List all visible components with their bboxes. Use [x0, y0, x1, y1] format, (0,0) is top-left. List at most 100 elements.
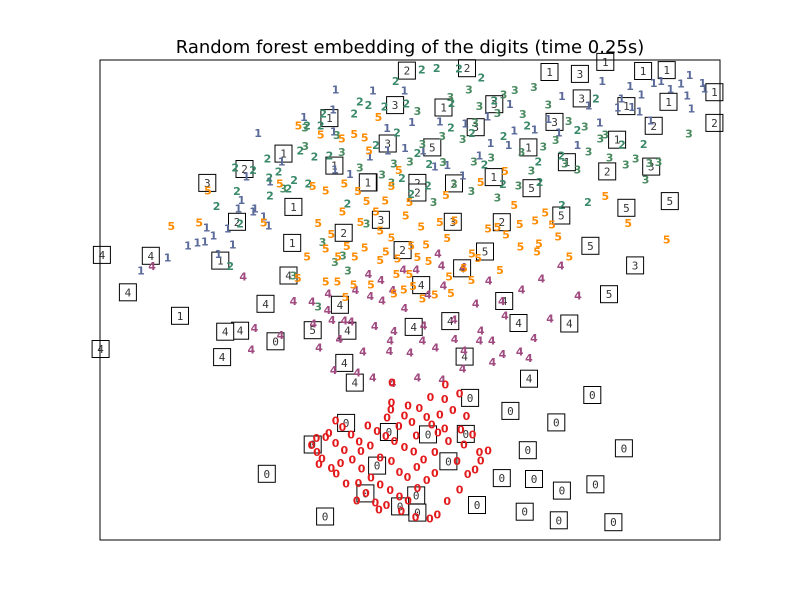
digit-thumbnail-glyph: 4	[341, 357, 348, 370]
digit-label-0: 0	[456, 388, 464, 401]
digit-thumbnail-glyph: 2	[404, 65, 411, 78]
digit-label-2: 2	[285, 183, 293, 196]
digit-label-1: 1	[234, 202, 242, 215]
digit-label-0: 0	[376, 478, 384, 491]
digit-thumbnail-box	[466, 118, 485, 137]
digit-label-2: 2	[350, 107, 358, 120]
digit-label-4: 4	[489, 356, 497, 369]
digit-thumbnail-glyph: 4	[237, 325, 244, 338]
digit-label-5: 5	[436, 216, 444, 229]
digit-label-5: 5	[425, 255, 433, 268]
digit-label-1: 1	[238, 194, 246, 207]
digit-label-1: 1	[647, 115, 655, 128]
digit-label-1: 1	[555, 127, 563, 140]
digit-label-2: 2	[392, 75, 400, 88]
digit-thumbnail-glyph: 0	[322, 511, 329, 524]
digit-thumbnail: 1	[608, 130, 627, 149]
digit-thumbnail-box	[320, 109, 339, 128]
digit-thumbnail-glyph: 1	[564, 156, 571, 169]
digit-label-1: 1	[628, 101, 636, 114]
digit-label-0: 0	[412, 429, 420, 442]
digit-thumbnail-box	[485, 95, 504, 114]
digit-label-0: 0	[427, 391, 435, 404]
digit-thumbnail-box	[608, 130, 627, 149]
digit-thumbnail-glyph: 5	[309, 324, 316, 337]
digit-thumbnail-box	[525, 470, 543, 488]
digit-label-1: 1	[331, 163, 339, 176]
digit-label-5: 5	[322, 276, 330, 289]
digit-thumbnail-box	[330, 295, 349, 314]
digit-label-3: 3	[378, 169, 386, 182]
digit-label-2: 2	[275, 165, 283, 178]
digit-label-5: 5	[388, 180, 396, 193]
digit-thumbnail: 4	[495, 292, 514, 310]
digit-thumbnail-glyph: 1	[280, 148, 287, 161]
digit-label-0: 0	[404, 400, 412, 413]
digit-label-1: 1	[215, 248, 223, 261]
digit-label-1: 1	[637, 89, 645, 102]
digit-label-2: 2	[393, 127, 401, 140]
digit-thumbnail: 4	[404, 317, 423, 336]
digit-thumbnail-box	[659, 92, 678, 111]
digit-thumbnail-glyph: 0	[309, 439, 316, 452]
digit-thumbnail-glyph: 1	[217, 255, 224, 268]
digit-thumbnail-glyph: 2	[711, 117, 718, 130]
digit-label-2: 2	[265, 172, 273, 185]
digit-label-5: 5	[419, 293, 427, 306]
digit-thumbnail-glyph: 1	[623, 100, 630, 113]
digit-label-4: 4	[460, 344, 468, 357]
digit-thumbnail-glyph: 4	[526, 373, 533, 386]
digit-label-5: 5	[400, 283, 408, 296]
digit-label-4: 4	[366, 290, 374, 303]
digit-thumbnail-glyph: 3	[204, 177, 211, 190]
digit-label-0: 0	[339, 421, 347, 434]
digit-label-1: 1	[650, 77, 658, 90]
digit-label-4: 4	[420, 319, 428, 332]
digit-thumbnail-box	[492, 213, 511, 232]
digit-label-1: 1	[369, 85, 377, 98]
digit-label-1: 1	[531, 124, 539, 137]
digit-label-2: 2	[372, 139, 380, 152]
digit-label-2: 2	[344, 198, 352, 211]
digit-label-5: 5	[195, 217, 203, 230]
digit-label-3: 3	[622, 159, 630, 172]
digit-label-4: 4	[352, 284, 360, 297]
digit-label-2: 2	[311, 151, 319, 164]
digit-thumbnail-box	[92, 245, 111, 264]
digit-thumbnail: 0	[266, 332, 285, 351]
digit-thumbnail: 0	[391, 497, 410, 516]
digit-label-5: 5	[516, 218, 524, 231]
digit-thumbnail-box	[660, 192, 679, 211]
digit-label-0: 0	[364, 419, 372, 432]
digit-label-0: 0	[355, 436, 363, 449]
digit-label-5: 5	[390, 288, 398, 301]
digit-label-5: 5	[365, 145, 373, 158]
digit-label-4: 4	[414, 371, 422, 384]
digit-thumbnail-box	[456, 424, 475, 443]
digit-label-0: 0	[408, 416, 416, 429]
digit-label-5: 5	[322, 185, 330, 198]
digit-label-2: 2	[425, 158, 433, 171]
digit-label-0: 0	[371, 497, 379, 510]
digit-label-3: 3	[290, 270, 298, 283]
digit-thumbnail-glyph: 5	[666, 195, 673, 208]
digit-thumbnail-glyph: 1	[614, 134, 621, 147]
digit-thumbnail: 0	[614, 439, 633, 458]
digit-thumbnail: 1	[659, 92, 678, 111]
digit-label-4: 4	[347, 316, 355, 329]
digit-thumbnail-box	[443, 212, 462, 231]
digit-label-4: 4	[434, 247, 442, 260]
digit-label-2: 2	[414, 147, 422, 160]
digit-thumbnail-glyph: 0	[425, 428, 432, 441]
digit-label-4: 4	[277, 329, 285, 342]
digit-label-1: 1	[260, 211, 268, 224]
digit-thumbnail: 1	[325, 156, 344, 175]
digit-thumbnail: 2	[334, 223, 353, 242]
digit-thumbnail-glyph: 4	[337, 299, 344, 312]
digit-thumbnail: 0	[379, 423, 398, 441]
digit-label-5: 5	[451, 214, 459, 227]
digit-label-3: 3	[333, 129, 341, 142]
digit-label-3: 3	[344, 265, 352, 278]
digit-label-0: 0	[308, 439, 316, 452]
digit-thumbnail-box	[617, 198, 636, 217]
